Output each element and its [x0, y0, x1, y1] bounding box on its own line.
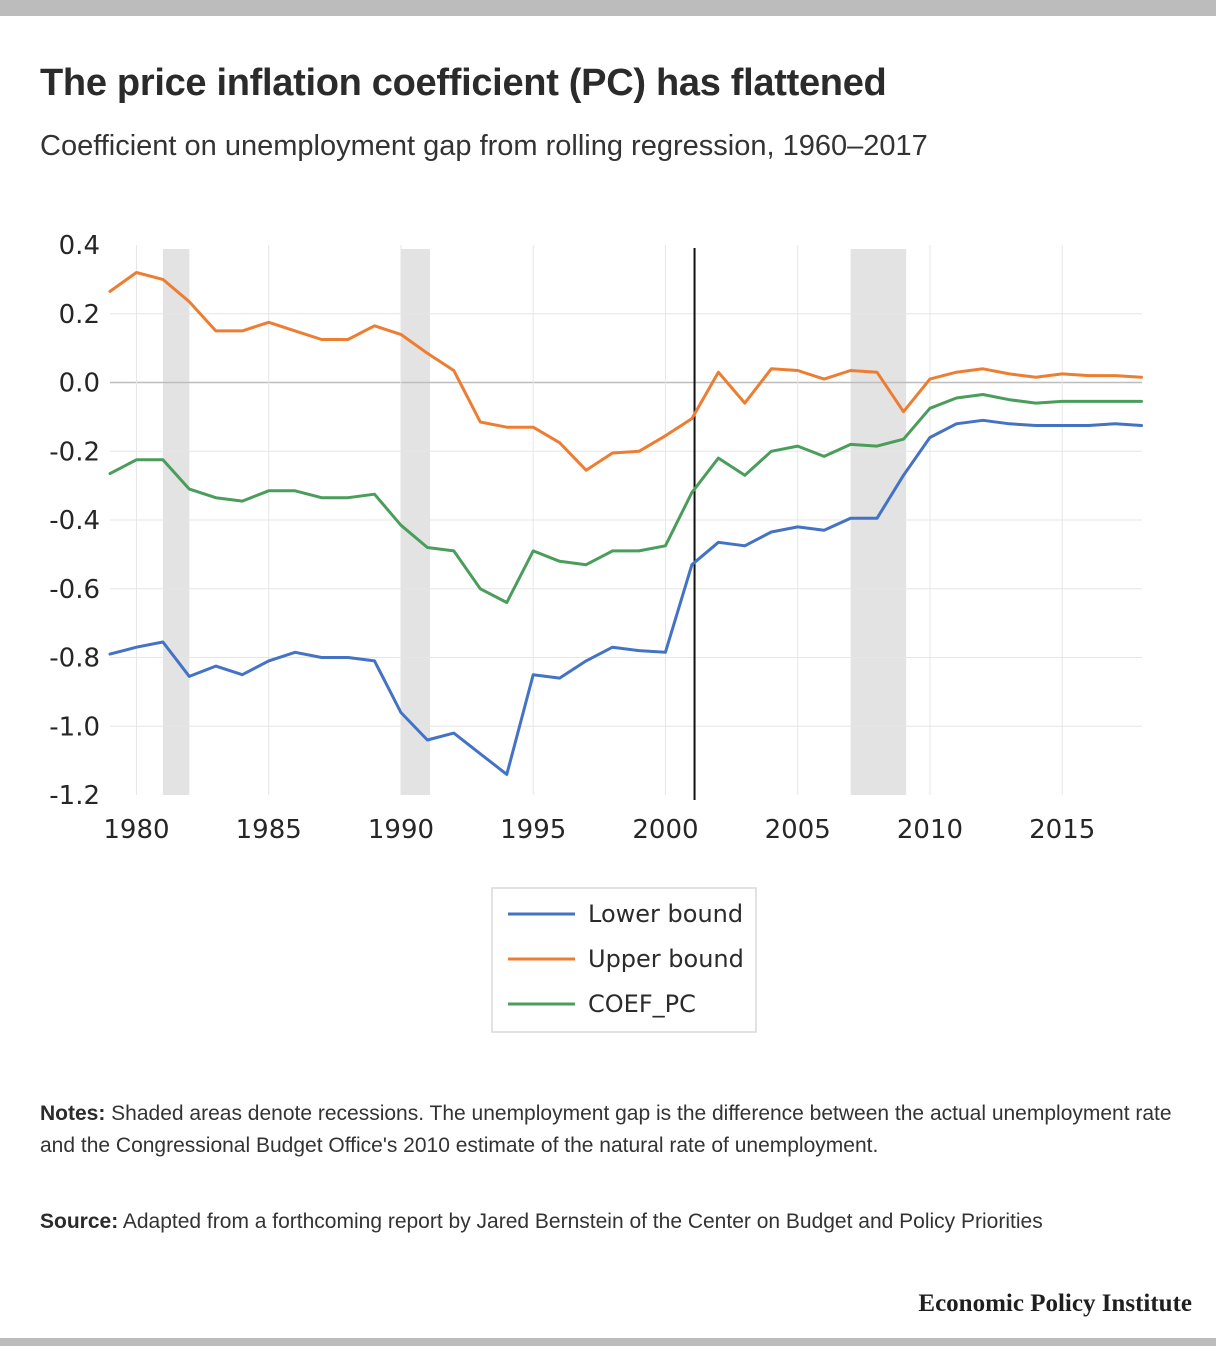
x-tick-label: 2005: [765, 815, 831, 845]
notes-label: Notes:: [40, 1102, 106, 1125]
gridlines: [110, 245, 1142, 795]
x-tick-label: 2000: [632, 815, 698, 845]
bottom-border: [0, 1338, 1216, 1346]
line-chart: 0.40.20.0-0.2-0.4-0.6-0.8-1.0-1.2 1980 19…: [49, 231, 1143, 1033]
y-tick-label: -1.0: [49, 712, 100, 742]
source-text: Adapted from a forthcoming report by Jar…: [118, 1210, 1043, 1233]
x-tick-label: 2010: [897, 815, 963, 845]
source-label: Source:: [40, 1210, 119, 1233]
y-tick-label: 0.0: [59, 369, 100, 399]
notes: Notes: Shaded areas denote recessions. T…: [40, 1098, 1180, 1162]
series-lines: [108, 271, 1143, 776]
chart-subtitle: Coefficient on unemployment gap from rol…: [40, 130, 928, 162]
y-tick-label: -0.4: [49, 506, 100, 536]
x-tick-label: 2015: [1029, 815, 1095, 845]
notes-text: Shaded areas denote recessions. The unem…: [40, 1102, 1172, 1157]
y-tick-label: 0.4: [59, 231, 100, 261]
y-tick-label: -0.6: [49, 575, 100, 605]
recession-bands: [162, 249, 907, 795]
source: Source: Adapted from a forthcoming repor…: [40, 1206, 1180, 1238]
y-tick-label: -0.8: [49, 644, 100, 674]
x-tick-label: 1995: [500, 815, 566, 845]
legend-label: COEF_PC: [588, 990, 696, 1018]
x-tick-label: 1985: [236, 815, 302, 845]
x-axis-tick-labels: 1980 1985 1990 1995 2000 2005 2010 2015: [103, 815, 1095, 845]
series-line-lower-bound: [108, 418, 1143, 776]
series-line-coef-pc: [108, 393, 1143, 604]
legend-label: Upper bound: [588, 945, 744, 973]
top-border: [0, 0, 1216, 16]
x-tick-label: 1980: [103, 815, 169, 845]
x-tick-label: 1990: [368, 815, 434, 845]
y-axis-tick-labels: 0.4 0.2 0.0 -0.2 -0.4 -0.6 -0.8 -1.0 -1.2: [49, 231, 100, 811]
y-tick-label: -0.2: [49, 437, 100, 467]
recession-band-3: [850, 249, 907, 795]
legend-label: Lower bound: [588, 900, 743, 928]
y-tick-label: -1.2: [49, 781, 100, 811]
y-tick-label: 0.2: [59, 300, 100, 330]
series-line-upper-bound: [108, 271, 1143, 472]
recession-band-1: [162, 249, 190, 795]
legend: Lower bound Upper bound COEF_PC: [491, 887, 757, 1033]
chart-title: The price inflation coefficient (PC) has…: [40, 62, 887, 104]
recession-band-2: [400, 249, 431, 795]
brand-logo-text: Economic Policy Institute: [918, 1290, 1192, 1317]
